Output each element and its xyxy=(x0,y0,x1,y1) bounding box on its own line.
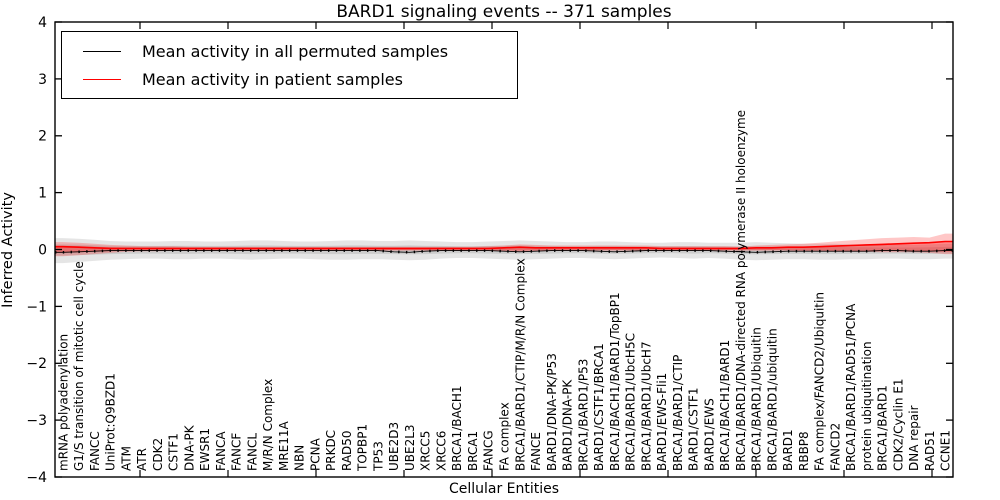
x-category-label: BRCA1/BARD1 xyxy=(876,385,890,471)
x-category-label: FANCC xyxy=(88,431,102,471)
x-category-label: FANCF xyxy=(230,433,244,471)
x-category-label: CDK2/Cyclin E1 xyxy=(891,378,905,471)
x-category-label: TOPBP1 xyxy=(356,424,370,472)
x-category-label: TP53 xyxy=(372,441,386,472)
x-category-label: BRCA1/BARD1/UbcH7 xyxy=(639,341,653,471)
x-category-label: BRCA1/BACH1 xyxy=(450,385,464,471)
permuted-mean-line xyxy=(55,250,953,253)
x-category-label: XRCC5 xyxy=(419,431,433,471)
x-category-label: BRCA1/BARD1/CTIP/M/R/N Complex xyxy=(513,258,527,471)
x-category-label: mRNA polyadenylation xyxy=(56,334,70,471)
x-category-label: BARD1/CSTF1/BRCA1 xyxy=(592,343,606,471)
x-category-label: EWSR1 xyxy=(198,428,212,471)
legend-label-permuted: Mean activity in all permuted samples xyxy=(142,41,449,61)
x-category-label: FANCG xyxy=(482,430,496,471)
patient-mean-line xyxy=(55,240,953,250)
permuted-band-outer xyxy=(55,238,953,264)
x-axis-label: Cellular Entities xyxy=(448,481,560,497)
x-category-label: XRCC6 xyxy=(435,431,449,471)
x-category-label: CDK2 xyxy=(151,438,165,471)
x-category-label: BRCA1/BARD1/CTIP xyxy=(671,355,685,471)
patient-line-swatch-icon xyxy=(83,78,121,80)
x-category-label: FANCL xyxy=(245,433,259,471)
x-category-label: FANCA xyxy=(214,431,228,471)
x-category-label: protein ubiquitination xyxy=(860,341,874,471)
x-category-label: RAD51 xyxy=(923,430,937,471)
x-category-label: G1/S transition of mitotic cell cycle xyxy=(72,261,86,471)
x-category-label: BARD1 xyxy=(781,429,795,471)
x-category-label: UBE2D3 xyxy=(387,422,401,471)
x-category-label: NBN xyxy=(293,445,307,471)
y-axis-label: Inferred Activity xyxy=(0,192,16,308)
x-category-label: FA complex xyxy=(498,402,512,471)
y-tick-label: 3 xyxy=(38,72,47,88)
x-category-label: BARD1/CSTF1 xyxy=(687,387,701,471)
y-tick-label: 1 xyxy=(38,186,47,202)
x-category-label: BARD1/DNA-PK/P53 xyxy=(545,353,559,471)
x-category-label: CSTF1 xyxy=(167,433,181,471)
y-tick-label: 0 xyxy=(38,242,47,258)
x-category-label: BRCA1/BARD1/ubiquitin xyxy=(765,328,779,471)
y-tick-label: −1 xyxy=(26,299,47,315)
x-category-label: FANCE xyxy=(529,432,543,471)
x-category-label: BRCA1/BARD1/UbcH5C xyxy=(624,333,638,471)
y-tick-label: −3 xyxy=(26,413,47,429)
x-category-label: BRCA1/BARD1/DNA-directed RNA polymerase … xyxy=(734,110,748,471)
x-category-label: BARD1/EWS-Fli1 xyxy=(655,373,669,471)
x-category-label: PCNA xyxy=(308,437,322,471)
x-category-label: BRCA1/BARD1/P53 xyxy=(576,359,590,471)
x-category-label: BRCA1/BACH1/BARD1/TopBP1 xyxy=(608,292,622,471)
permuted-band-inner xyxy=(55,244,953,256)
x-category-label: BARD1/EWS xyxy=(702,398,716,471)
patient-band-outer xyxy=(55,233,953,257)
x-category-label: MRE11A xyxy=(277,420,291,471)
y-tick-label: −4 xyxy=(26,470,47,486)
x-category-label: DNA-PK xyxy=(182,424,196,471)
x-category-label: M/R/N Complex xyxy=(261,379,275,471)
x-category-label: FA complex/FANCD2/Ubiquitin xyxy=(813,292,827,471)
x-category-label: RAD50 xyxy=(340,430,354,471)
x-category-label: BARD1/DNA-PK xyxy=(561,379,575,471)
legend-entry-permuted: Mean activity in all permuted samples xyxy=(70,37,509,65)
x-category-label: PRKDC xyxy=(324,430,338,471)
legend: Mean activity in all permuted samples Me… xyxy=(61,31,518,99)
x-category-label: FANCD2 xyxy=(828,423,842,471)
patient-band-inner xyxy=(55,241,953,253)
x-category-label: BRCA1/BACH1/BARD1 xyxy=(718,340,732,471)
legend-entry-patient: Mean activity in patient samples xyxy=(70,65,509,93)
x-category-label: UBE2L3 xyxy=(403,424,417,471)
x-category-label: UniProt:Q9BZD1 xyxy=(104,373,118,471)
permuted-line-swatch-icon xyxy=(83,50,121,52)
x-category-label: BRCA1 xyxy=(466,431,480,471)
x-category-label: ATM xyxy=(119,446,133,471)
y-tick-label: 4 xyxy=(38,15,47,31)
legend-label-patient: Mean activity in patient samples xyxy=(142,69,403,89)
x-category-label: DNA repair xyxy=(907,405,921,471)
x-category-label: BRCA1/BARD1/RAD51/PCNA xyxy=(844,303,858,471)
x-category-label: BRCA1/BARD1/Ubiquitin xyxy=(750,327,764,471)
y-tick-label: −2 xyxy=(26,356,47,372)
x-category-label: RBBP8 xyxy=(797,431,811,471)
y-tick-label: 2 xyxy=(38,129,47,145)
x-category-label: CCNE1 xyxy=(939,430,953,471)
chart-title: BARD1 signaling events -- 371 samples xyxy=(336,2,672,22)
x-category-label: ATR xyxy=(135,448,149,471)
